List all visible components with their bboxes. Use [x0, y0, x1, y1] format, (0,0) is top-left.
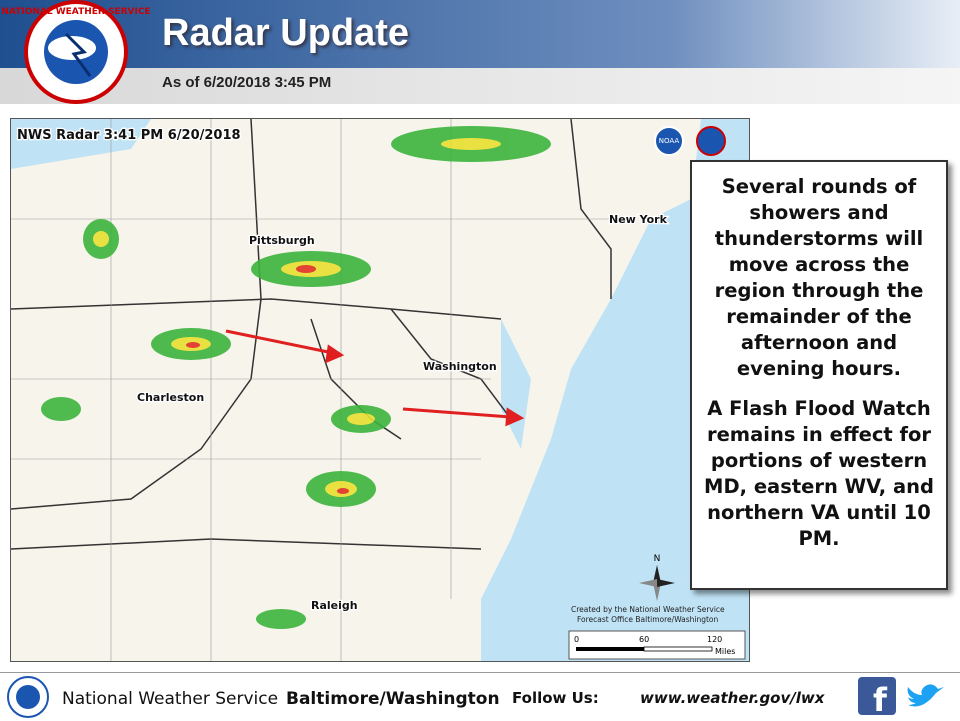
website-link[interactable]: www.weather.gov/lwx [640, 689, 825, 707]
compass: N [639, 554, 675, 601]
footer-logo [7, 676, 49, 718]
city-label: Raleigh [311, 599, 358, 612]
twitter-icon[interactable] [907, 684, 944, 707]
city-label: Washington [423, 360, 497, 373]
logo-text: NATIONAL WEATHER SERVICE [1, 7, 150, 17]
compass-label: N [654, 554, 661, 564]
callout: Several rounds of showers and thundersto… [690, 160, 948, 590]
city-label: Charleston [137, 391, 204, 404]
header-background: NATIONAL WEATHER SERVICE [0, 0, 960, 104]
follow-label: Follow Us: [512, 689, 599, 707]
credit: Created by the National Weather Service [571, 605, 725, 614]
header: NATIONAL WEATHER SERVICE Radar Update As… [0, 0, 960, 104]
title: Radar Update [162, 12, 410, 54]
city-label: Pittsburgh [249, 234, 315, 247]
scale-label: 60 [639, 635, 649, 644]
scale-unit: Miles [715, 647, 735, 656]
social-icons: f [858, 677, 944, 719]
office: Baltimore/Washington [286, 689, 500, 709]
scale-label: 120 [707, 635, 722, 644]
callout-text: Several rounds of showers and thundersto… [714, 175, 924, 380]
radar-map: NWS Radar 3:41 PM 6/20/2018 Pittsburgh N… [10, 118, 750, 662]
callout-text: A Flash Flood Watch remains in effect fo… [704, 397, 934, 550]
svg-text:f: f [873, 681, 888, 719]
subtitle: As of 6/20/2018 3:45 PM [162, 74, 332, 91]
facebook-icon[interactable] [858, 677, 896, 715]
scale-label: 0 [574, 635, 579, 644]
credit: Forecast Office Baltimore/Washington [577, 615, 719, 624]
agency: National Weather Service [62, 689, 279, 709]
map-title: NWS Radar 3:41 PM 6/20/2018 [17, 128, 241, 143]
city-label: New York [609, 213, 668, 226]
noaa-logo: NOAA [659, 137, 680, 145]
footer: National Weather Service Baltimore/Washi… [0, 672, 960, 721]
